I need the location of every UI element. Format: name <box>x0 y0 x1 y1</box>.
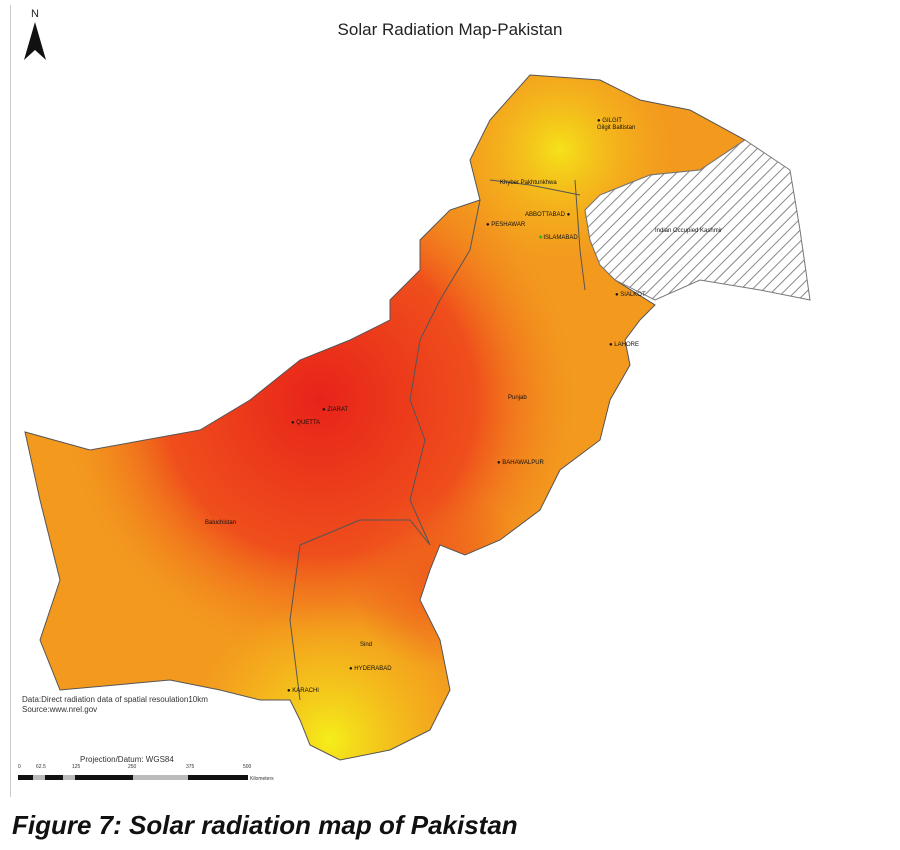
figure-caption: Figure 7: Solar radiation map of Pakista… <box>12 810 518 840</box>
scale-tick: 0 <box>18 764 21 770</box>
city-bahawalpur: ● BAHAWALPUR <box>497 460 544 466</box>
region-label-kp: Khyber Pakhtunkhwa <box>500 180 557 186</box>
scale-tick: 500 <box>243 764 252 770</box>
source-note: Source:www.nrel.gov <box>22 705 98 714</box>
scale-tick: 62.5 <box>36 764 46 770</box>
city-quetta: ● QUETTA <box>291 420 321 426</box>
city-gilgit: ● GILGIT <box>597 118 622 124</box>
region-label-balochistan: Baluchistan <box>205 520 237 526</box>
city-peshawar: ● PESHAWAR <box>486 222 526 228</box>
city-sialkot: ● SIALKOT <box>615 292 646 298</box>
data-note: Data:Direct radiation data of spatial re… <box>22 695 208 704</box>
map-frame <box>10 5 889 797</box>
scale-bar <box>18 775 248 780</box>
scale-tick: 125 <box>72 764 81 770</box>
capital-star-icon: ★ <box>538 235 544 241</box>
city-hyderabad: ● HYDERABAD <box>349 666 392 672</box>
city-islamabad: ★ISLAMABAD <box>538 235 578 241</box>
region-label-sind: Sind <box>360 642 373 648</box>
scale-tick: 250 <box>128 764 137 770</box>
city-abbottabad: ABBOTTABAD ● <box>525 212 571 218</box>
region-label-punjab: Punjab <box>508 395 527 401</box>
city-lahore: ● LAHORE <box>609 342 639 348</box>
city-karachi: ● KARACHI <box>287 688 319 694</box>
map-title: Solar Radiation Map-Pakistan <box>337 20 563 39</box>
city-ziarat: ● ZIARAT <box>322 407 349 413</box>
region-label-kashmir: Indian Occupied Kashmir <box>655 228 723 234</box>
region-label-gb: Gilgit Baltistan <box>597 125 636 131</box>
north-arrow-icon <box>24 22 46 60</box>
projection-note: Projection/Datum: WGS84 <box>80 755 174 764</box>
scale-tick: 375 <box>186 764 195 770</box>
kashmir-hatched-area <box>584 139 811 301</box>
scale-unit: Kilometers <box>250 776 274 782</box>
province-borders <box>289 179 586 701</box>
north-arrow: N <box>24 8 46 68</box>
north-label: N <box>31 8 39 20</box>
